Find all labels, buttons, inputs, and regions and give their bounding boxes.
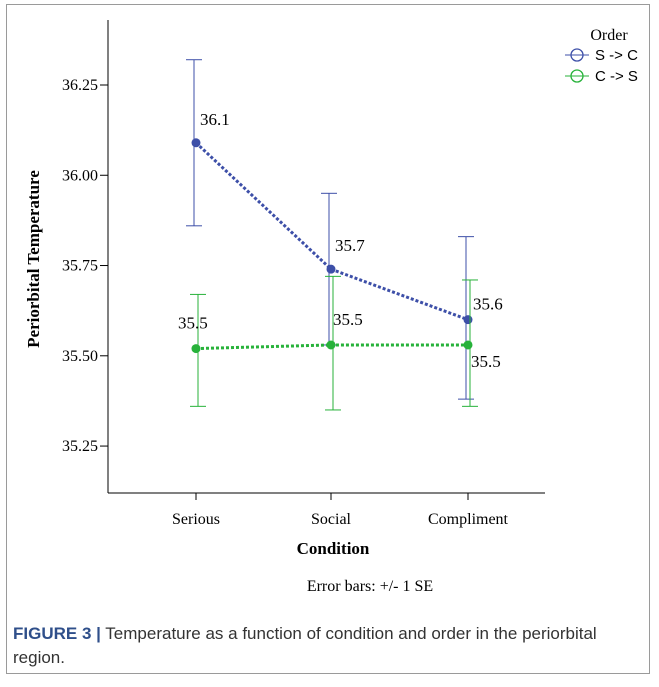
x-tick-label: Serious	[172, 511, 220, 528]
data-point	[327, 265, 336, 274]
y-tick-label: 35.25	[62, 438, 98, 455]
y-tick-label: 36.00	[62, 167, 98, 184]
caption-label: FIGURE 3 |	[13, 624, 101, 643]
data-label: 36.1	[200, 110, 230, 129]
legend-item-c-to-s: C -> S	[565, 68, 638, 85]
legend-item-s-to-c: S -> C	[565, 47, 638, 64]
series-1: 35.5 35.5 35.5	[178, 276, 501, 410]
data-point	[464, 340, 473, 349]
x-tick-label: Social	[311, 511, 352, 528]
y-tick-label: 35.50	[62, 348, 98, 365]
data-point	[464, 315, 473, 324]
data-point	[327, 340, 336, 349]
data-point	[192, 344, 201, 353]
legend-label: C -> S	[595, 68, 638, 85]
data-label: 35.5	[178, 314, 208, 333]
chart: 35.25 35.50 35.75 36.00 36.25 Serious Social C…	[0, 0, 659, 620]
legend-title: Order	[590, 27, 628, 44]
y-tick-label: 35.75	[62, 258, 98, 275]
y-axis-label: Periorbital Temperature	[24, 170, 43, 348]
x-axis-label: Condition	[297, 539, 370, 558]
x-axis-ticks: Serious Social Compliment	[172, 493, 509, 528]
error-bar-note: Error bars: +/- 1 SE	[307, 578, 433, 595]
caption-text: Temperature as a function of condition a…	[13, 624, 597, 667]
data-label: 35.7	[335, 236, 365, 255]
data-label: 35.6	[473, 295, 503, 314]
y-axis-ticks: 35.25 35.50 35.75 36.00 36.25	[62, 77, 108, 455]
data-label: 35.5	[471, 352, 501, 371]
data-point	[192, 138, 201, 147]
legend-label: S -> C	[595, 47, 638, 64]
series-line	[196, 143, 468, 320]
x-tick-label: Compliment	[428, 511, 509, 528]
y-tick-label: 36.25	[62, 77, 98, 94]
data-label: 35.5	[333, 310, 363, 329]
legend: Order S -> C C -> S	[565, 27, 638, 85]
figure-caption: FIGURE 3 | Temperature as a function of …	[13, 622, 643, 670]
series-layer: 36.1 35.7 35.6 35.5 35.5 35.5	[178, 60, 503, 410]
